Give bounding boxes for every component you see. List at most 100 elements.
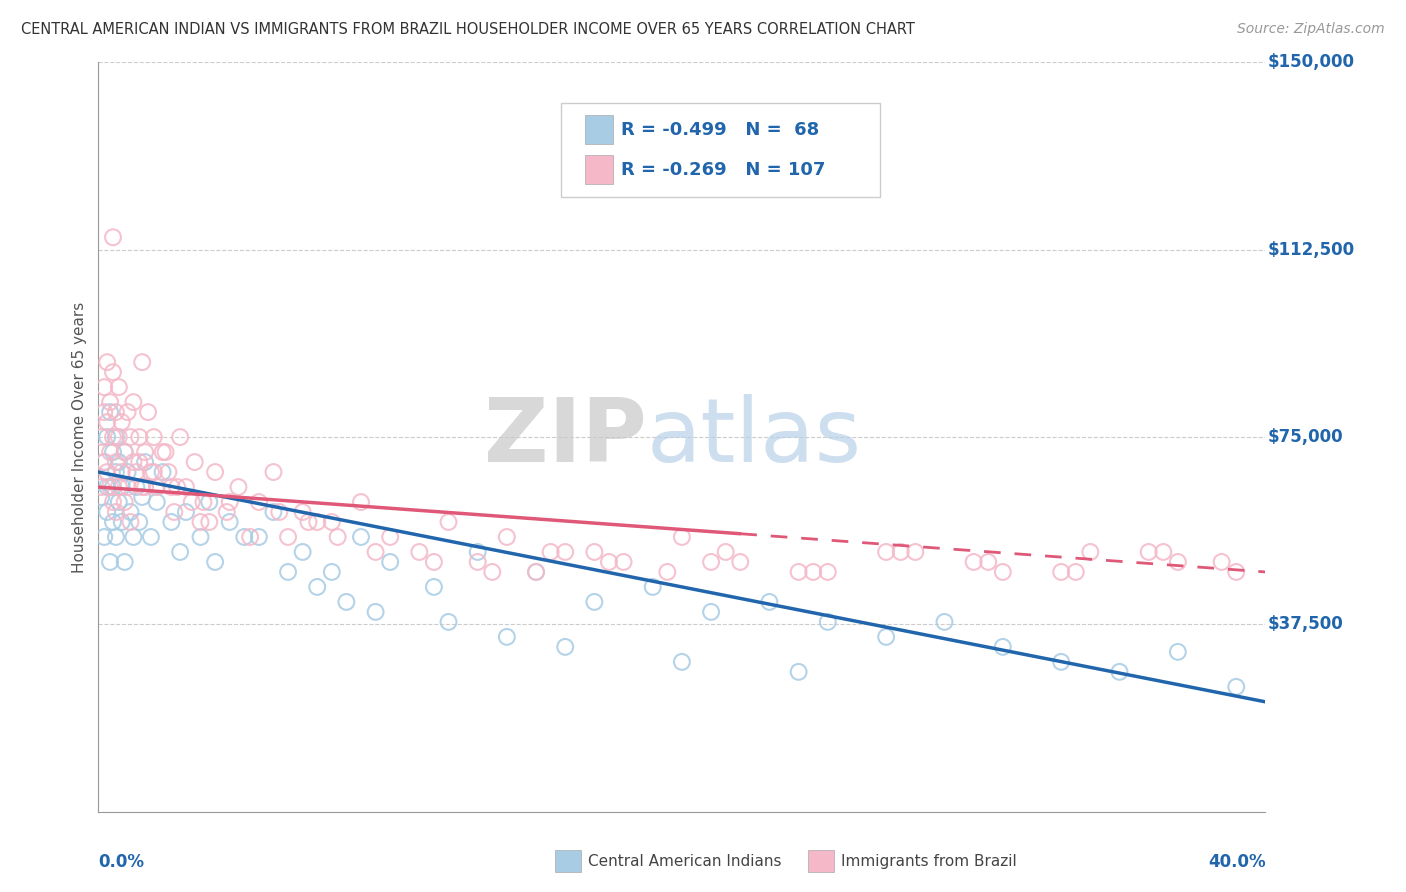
Point <box>1108 665 1130 679</box>
Point <box>122 530 145 544</box>
Point <box>96 505 118 519</box>
Point <box>169 545 191 559</box>
Point <box>108 495 131 509</box>
Text: R = -0.499   N =  68: R = -0.499 N = 68 <box>621 120 820 138</box>
Text: $75,000: $75,000 <box>1268 428 1343 446</box>
Point <box>90 430 112 444</box>
Point <box>104 455 127 469</box>
Point <box>1167 555 1189 569</box>
Point <box>1211 555 1233 569</box>
Point <box>269 505 291 519</box>
Point <box>481 565 503 579</box>
Point <box>364 545 387 559</box>
Point <box>1225 680 1247 694</box>
Point <box>467 545 489 559</box>
Point <box>93 455 115 469</box>
Point <box>114 495 136 509</box>
Point <box>991 640 1014 654</box>
Point <box>101 230 124 244</box>
Text: Source: ZipAtlas.com: Source: ZipAtlas.com <box>1237 22 1385 37</box>
Point <box>198 515 221 529</box>
Point <box>96 480 118 494</box>
Point <box>174 505 197 519</box>
Point <box>350 530 373 544</box>
Point <box>657 565 679 579</box>
Point <box>787 565 810 579</box>
Point <box>98 555 121 569</box>
Point <box>169 430 191 444</box>
Point <box>307 580 329 594</box>
Point <box>111 465 134 479</box>
Point <box>962 555 984 569</box>
Point <box>108 430 131 444</box>
Point <box>277 565 299 579</box>
Point <box>134 445 156 459</box>
Text: $150,000: $150,000 <box>1268 54 1355 71</box>
Point <box>190 530 212 544</box>
Text: $37,500: $37,500 <box>1268 615 1344 633</box>
Point <box>496 630 519 644</box>
Point <box>423 580 446 594</box>
Point <box>321 565 343 579</box>
Point <box>155 445 177 459</box>
Point <box>160 515 183 529</box>
Point <box>671 655 693 669</box>
Point <box>96 430 118 444</box>
Point <box>787 665 810 679</box>
Point <box>700 555 723 569</box>
Point <box>104 405 127 419</box>
Point <box>122 395 145 409</box>
Point <box>96 355 118 369</box>
Point <box>93 380 115 394</box>
Point <box>114 445 136 459</box>
Point <box>183 455 205 469</box>
Point <box>1152 545 1174 559</box>
Point <box>612 555 634 569</box>
Point <box>598 555 620 569</box>
Point <box>817 615 839 629</box>
Point <box>101 480 124 494</box>
Point <box>991 565 1014 579</box>
Text: R = -0.269   N = 107: R = -0.269 N = 107 <box>621 161 825 178</box>
Point <box>801 565 824 579</box>
Point <box>128 455 150 469</box>
Point <box>134 455 156 469</box>
Point <box>111 480 134 494</box>
Point <box>1080 545 1102 559</box>
Point <box>111 515 134 529</box>
Text: $112,500: $112,500 <box>1268 241 1355 259</box>
Point <box>108 480 131 494</box>
Point <box>423 555 446 569</box>
Point <box>239 530 262 544</box>
Point <box>307 515 329 529</box>
Point <box>496 530 519 544</box>
Point <box>131 490 153 504</box>
Point <box>554 545 576 559</box>
Point <box>437 515 460 529</box>
Point <box>554 640 576 654</box>
Y-axis label: Householder Income Over 65 years: Householder Income Over 65 years <box>72 301 87 573</box>
Point <box>136 405 159 419</box>
Point <box>193 495 215 509</box>
Point <box>700 605 723 619</box>
Point <box>180 495 202 509</box>
Point <box>1050 565 1073 579</box>
Point <box>120 430 142 444</box>
Point <box>104 530 127 544</box>
Point <box>467 555 489 569</box>
Point <box>108 380 131 394</box>
Point <box>583 545 606 559</box>
Point <box>198 495 221 509</box>
Text: Immigrants from Brazil: Immigrants from Brazil <box>841 855 1017 869</box>
Point <box>190 515 212 529</box>
Point <box>98 405 121 419</box>
Point <box>90 480 112 494</box>
Point <box>101 365 124 379</box>
Point <box>714 545 737 559</box>
Point <box>1137 545 1160 559</box>
Point <box>641 580 664 594</box>
Point <box>101 495 124 509</box>
Point <box>524 565 547 579</box>
Point <box>101 515 124 529</box>
Point <box>730 555 752 569</box>
